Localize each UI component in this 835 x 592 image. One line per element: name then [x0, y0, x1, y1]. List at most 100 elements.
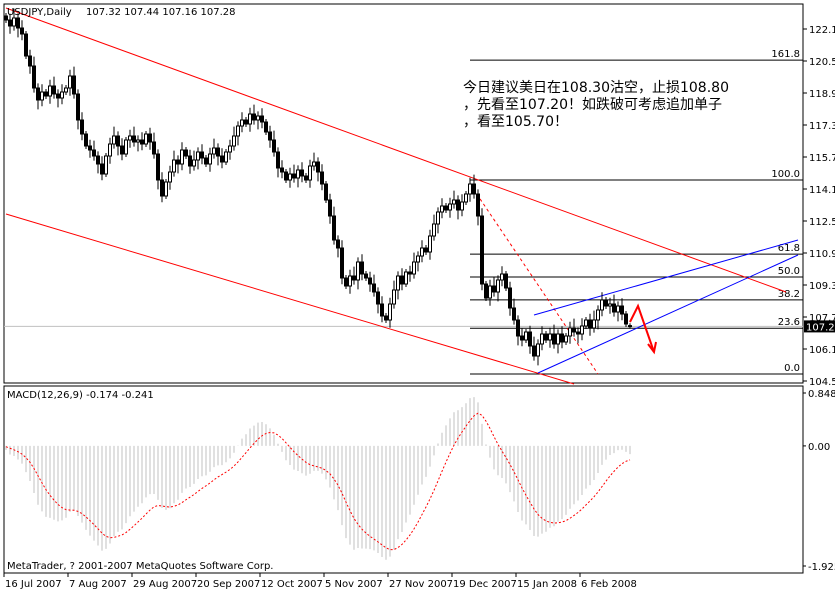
candle-body	[332, 215, 336, 241]
candle-body	[220, 155, 224, 163]
candle	[584, 317, 588, 329]
candle	[4, 13, 8, 23]
candle	[516, 315, 520, 346]
candle	[324, 181, 328, 203]
candle-body	[384, 315, 388, 321]
candle-body	[284, 171, 288, 181]
candle-body	[96, 155, 100, 165]
candle	[300, 162, 304, 183]
price-panel	[3, 3, 804, 384]
candle-body	[488, 285, 492, 299]
candle-body	[136, 139, 140, 143]
candle-body	[264, 121, 268, 133]
candle-body	[348, 275, 352, 287]
candle-body	[468, 183, 472, 195]
candle	[524, 329, 528, 343]
fibonacci-level-label: 161.8	[771, 49, 800, 60]
candle-body	[280, 167, 284, 173]
candle	[620, 298, 624, 321]
candle-body	[440, 205, 444, 213]
candle	[352, 266, 356, 285]
candle-body	[84, 133, 88, 147]
candle	[188, 149, 192, 174]
candle-body	[180, 149, 184, 165]
candle-body	[52, 85, 56, 95]
candle-body	[8, 19, 12, 27]
candle-body	[608, 303, 612, 307]
candle	[552, 324, 556, 349]
candle	[308, 159, 312, 188]
candle-body	[4, 15, 8, 21]
candle	[504, 271, 508, 291]
candle-body	[36, 87, 40, 101]
candle	[168, 165, 172, 190]
candle	[348, 269, 352, 294]
candle	[204, 155, 208, 167]
candle	[68, 69, 72, 96]
candle-body	[568, 327, 572, 337]
candle-body	[448, 203, 452, 211]
price-tick-label: 106.15	[809, 345, 835, 356]
candle-body	[308, 165, 312, 181]
candle	[228, 139, 232, 160]
candle-body	[312, 161, 316, 167]
candle	[624, 311, 628, 327]
candle	[80, 112, 84, 141]
candle-body	[432, 223, 436, 237]
candle	[616, 301, 620, 322]
candle	[364, 271, 368, 281]
candle	[76, 89, 80, 130]
candle	[496, 275, 500, 302]
price-tick-label: 109.35	[809, 281, 835, 292]
candle-body	[140, 139, 144, 145]
candle-body	[316, 161, 320, 173]
candle	[252, 104, 256, 125]
chart-header-symbol: USDJPY,Daily	[7, 7, 72, 18]
candle-body	[572, 327, 576, 333]
candle-body	[128, 135, 132, 141]
date-tick-label: 29 Aug 2007	[133, 579, 197, 590]
candle	[128, 129, 132, 148]
price-tick-label: 112.55	[809, 217, 835, 228]
candle	[416, 251, 420, 272]
candle	[176, 155, 180, 174]
candle	[380, 296, 384, 323]
candle	[192, 150, 196, 171]
candle-body	[556, 333, 560, 345]
fibonacci-level-label: 38.2	[778, 289, 800, 300]
candle	[256, 111, 260, 130]
candle	[580, 318, 584, 341]
date-tick-label: 20 Sep 2007	[197, 579, 260, 590]
candle	[64, 85, 68, 95]
candle-body	[424, 247, 428, 253]
candle	[116, 131, 120, 156]
candle	[596, 305, 600, 330]
candle-body	[544, 333, 548, 341]
candle	[140, 132, 144, 151]
candle-body	[500, 273, 504, 281]
macd-header: MACD(12,26,9) -0.174 -0.241	[7, 390, 154, 401]
candle	[152, 132, 156, 159]
date-tick-label: 5 Nov 2007	[325, 579, 383, 590]
axes: 122.15 120.55 118.95 117.35 115.75 114.15 112.…	[3, 25, 835, 590]
macd-tick-label: 0.848	[808, 389, 835, 400]
fibonacci-level-label: 100.0	[771, 169, 800, 180]
candle-body	[404, 271, 408, 285]
current-price-badge	[804, 320, 835, 333]
candle	[356, 257, 360, 290]
candle	[592, 310, 596, 333]
price-tick-label: 118.95	[809, 89, 835, 100]
candle	[500, 266, 504, 287]
candle-body	[208, 153, 212, 165]
candle-body	[504, 273, 508, 289]
candle-body	[120, 145, 124, 155]
macd-tick-label: 0.00	[808, 442, 830, 453]
chart-header-ohlc: 107.32 107.44 107.16 107.28	[86, 7, 236, 18]
candle	[264, 119, 268, 135]
candle	[112, 126, 116, 149]
candle	[340, 240, 344, 285]
candle-body	[260, 115, 264, 123]
candle	[60, 84, 64, 105]
candle	[480, 208, 484, 291]
